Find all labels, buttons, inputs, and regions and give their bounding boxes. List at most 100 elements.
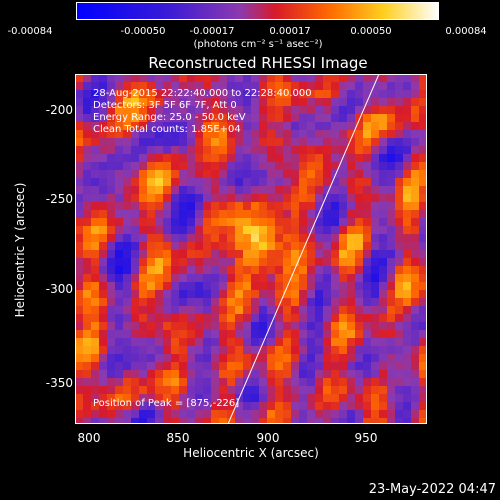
heatmap-cell bbox=[395, 170, 403, 178]
heatmap-cell bbox=[403, 354, 411, 362]
heatmap-cell bbox=[403, 210, 411, 218]
heatmap-cell bbox=[171, 90, 179, 98]
heatmap-cell bbox=[275, 242, 283, 250]
heatmap-cell bbox=[171, 250, 179, 258]
heatmap-cell bbox=[291, 394, 299, 402]
heatmap-cell bbox=[395, 322, 403, 330]
heatmap-cell bbox=[339, 106, 347, 114]
clean-counts-text: Clean Total counts: 1.85E+04 bbox=[93, 124, 241, 135]
heatmap-cell bbox=[371, 74, 379, 82]
heatmap-cell bbox=[355, 258, 363, 266]
heatmap-cell bbox=[395, 290, 403, 298]
heatmap-cell bbox=[283, 306, 291, 314]
heatmap-cell bbox=[363, 218, 371, 226]
heatmap-cell bbox=[147, 362, 155, 370]
heatmap-cell bbox=[147, 146, 155, 154]
heatmap-cell bbox=[203, 194, 211, 202]
heatmap-cell bbox=[99, 218, 107, 226]
heatmap-cell bbox=[219, 106, 227, 114]
heatmap-cell bbox=[155, 322, 163, 330]
heatmap-cell bbox=[291, 346, 299, 354]
heatmap-cell bbox=[235, 138, 243, 146]
heatmap-cell bbox=[419, 146, 427, 154]
heatmap-cell bbox=[291, 290, 299, 298]
heatmap-cell bbox=[75, 386, 83, 394]
heatmap-cell bbox=[339, 210, 347, 218]
heatmap-cell bbox=[235, 186, 243, 194]
heatmap-cell bbox=[211, 274, 219, 282]
heatmap-cell bbox=[187, 402, 195, 410]
heatmap-cell bbox=[379, 330, 387, 338]
heatmap-cell bbox=[131, 170, 139, 178]
heatmap-cell bbox=[115, 234, 123, 242]
heatmap-cell bbox=[203, 402, 211, 410]
heatmap-cell bbox=[115, 202, 123, 210]
heatmap-cell bbox=[267, 418, 275, 424]
heatmap-cell bbox=[323, 234, 331, 242]
heatmap-cell bbox=[307, 162, 315, 170]
heatmap-cell bbox=[291, 258, 299, 266]
heatmap-cell bbox=[195, 258, 203, 266]
heatmap-cell bbox=[403, 82, 411, 90]
heatmap-cell bbox=[163, 314, 171, 322]
heatmap-cell bbox=[107, 330, 115, 338]
heatmap-cell bbox=[131, 82, 139, 90]
heatmap-cell bbox=[291, 170, 299, 178]
heatmap-cell bbox=[251, 298, 259, 306]
heatmap-cell bbox=[267, 370, 275, 378]
heatmap-cell bbox=[283, 410, 291, 418]
heatmap-cell bbox=[227, 218, 235, 226]
heatmap-cell bbox=[235, 314, 243, 322]
heatmap-cell bbox=[235, 386, 243, 394]
heatmap-cell bbox=[283, 354, 291, 362]
heatmap-cell bbox=[195, 338, 203, 346]
heatmap-cell bbox=[155, 186, 163, 194]
heatmap-cell bbox=[99, 170, 107, 178]
heatmap-cell bbox=[355, 386, 363, 394]
heatmap-cell bbox=[75, 234, 83, 242]
heatmap-cell bbox=[291, 130, 299, 138]
heatmap-cell bbox=[91, 266, 99, 274]
heatmap-cell bbox=[163, 410, 171, 418]
heatmap-cell bbox=[243, 346, 251, 354]
heatmap-cell bbox=[91, 250, 99, 258]
heatmap-cell bbox=[307, 154, 315, 162]
heatmap-cell bbox=[83, 410, 91, 418]
heatmap-cell bbox=[211, 418, 219, 424]
heatmap-cell bbox=[107, 386, 115, 394]
heatmap-cell bbox=[411, 250, 419, 258]
heatmap-cell bbox=[179, 386, 187, 394]
heatmap-cell bbox=[379, 218, 387, 226]
heatmap-cell bbox=[283, 170, 291, 178]
heatmap-cell bbox=[171, 202, 179, 210]
heatmap-cell bbox=[419, 162, 427, 170]
heatmap-cell bbox=[187, 306, 195, 314]
heatmap-cell bbox=[123, 210, 131, 218]
heatmap-cell bbox=[323, 106, 331, 114]
heatmap-cell bbox=[187, 82, 195, 90]
heatmap-cell bbox=[163, 274, 171, 282]
heatmap-cell bbox=[267, 226, 275, 234]
heatmap-cell bbox=[403, 74, 411, 82]
heatmap-cell bbox=[99, 178, 107, 186]
heatmap-cell bbox=[267, 186, 275, 194]
heatmap-cell bbox=[147, 274, 155, 282]
heatmap-cell bbox=[83, 218, 91, 226]
heatmap-cell bbox=[315, 74, 323, 82]
heatmap-cell bbox=[419, 290, 427, 298]
heatmap-cell bbox=[419, 266, 427, 274]
heatmap-cell bbox=[195, 346, 203, 354]
heatmap-cell bbox=[395, 346, 403, 354]
heatmap-cell bbox=[147, 218, 155, 226]
heatmap-cell bbox=[179, 90, 187, 98]
heatmap-cell bbox=[299, 122, 307, 130]
heatmap-cell bbox=[355, 402, 363, 410]
heatmap-cell bbox=[251, 354, 259, 362]
heatmap-cell bbox=[83, 394, 91, 402]
heatmap-cell bbox=[323, 378, 331, 386]
heatmap-cell bbox=[419, 106, 427, 114]
heatmap-cell bbox=[123, 226, 131, 234]
heatmap-cell bbox=[131, 266, 139, 274]
heatmap-cell bbox=[163, 378, 171, 386]
heatmap-cell bbox=[147, 242, 155, 250]
